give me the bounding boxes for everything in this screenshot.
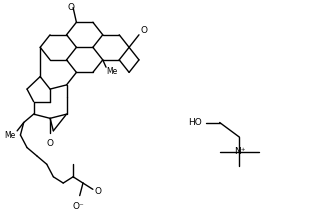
- Text: O: O: [47, 139, 54, 148]
- Text: N⁺: N⁺: [234, 147, 245, 156]
- Text: HO: HO: [188, 118, 201, 127]
- Text: Me: Me: [106, 67, 117, 76]
- Text: O⁻: O⁻: [72, 202, 84, 211]
- Text: O: O: [141, 26, 148, 35]
- Text: Me: Me: [4, 131, 16, 140]
- Text: O: O: [68, 3, 75, 12]
- Text: O: O: [95, 187, 102, 196]
